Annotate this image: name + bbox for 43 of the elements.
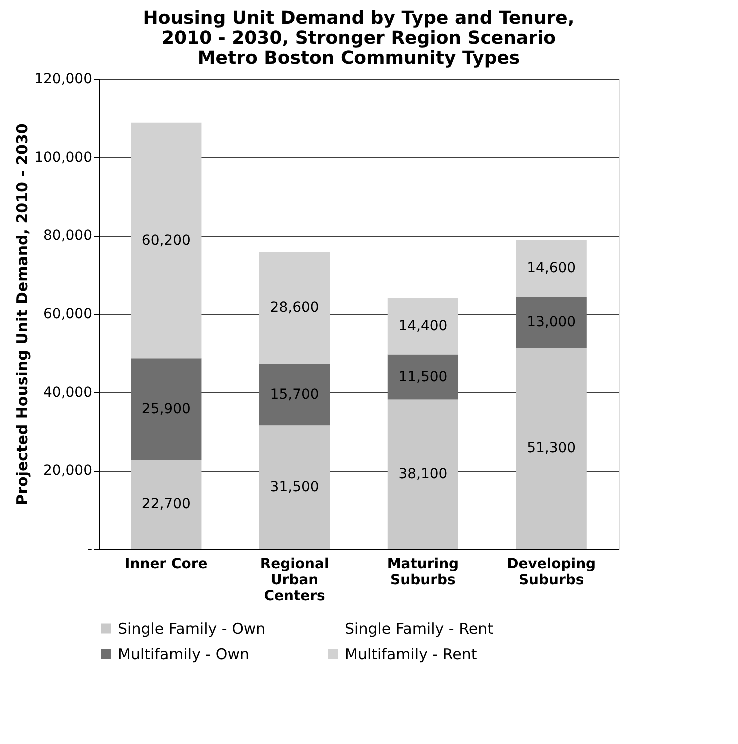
bar [388,298,459,355]
bar [516,348,587,549]
text: Housing Unit Demand by Type and Tenure, [143,8,575,29]
y-tick-label: 100,000 [34,150,92,166]
bar [131,358,202,460]
bar [388,354,459,400]
legend-label: Single Family - Own [118,620,266,638]
bar [259,426,330,549]
y-tick-label: 60,000 [44,306,92,322]
data-label: 51,300 [527,440,576,457]
y-axis-title: Projected Housing Unit Demand, 2010 - 2030 [14,124,32,506]
x-tick-label: Developing Suburbs [507,556,596,588]
y-tick-label: 20,000 [44,463,92,480]
x-tick-label: Maturing Suburbs [387,556,460,588]
data-label: 28,600 [270,300,320,316]
data-label: 13,000 [527,314,576,331]
data-label: 38,100 [398,466,448,482]
y-tick-label: - [87,542,92,558]
bar [259,252,330,364]
text: Metro Boston Community Types [198,48,520,69]
data-label: 25,900 [142,401,191,418]
bar [516,240,587,298]
legend-label: Multifamily - Own [118,646,250,664]
data-label: 14,400 [398,318,448,335]
bar [131,460,202,549]
data-label: 15,700 [270,386,320,403]
bar [131,122,202,359]
y-tick-label: 80,000 [44,228,92,244]
text: Single Family - Rent [345,620,494,638]
data-label: 11,500 [398,369,448,386]
data-label: 60,200 [142,232,191,249]
bar [259,364,330,426]
text: 2010 - 2030, Stronger Region Scenario [162,28,556,49]
bar [516,297,587,348]
data-label: 14,600 [527,260,576,277]
bar [388,400,459,549]
data-label: 31,500 [270,479,320,496]
data-label: 22,700 [142,496,191,513]
x-tick-label: Inner Core [125,556,208,572]
y-tick-label: 120,000 [34,72,92,88]
x-tick-label: Regional Urban Centers [260,556,330,604]
legend-label: Multifamily - Rent [345,646,478,664]
y-tick-label: 40,000 [44,384,92,401]
